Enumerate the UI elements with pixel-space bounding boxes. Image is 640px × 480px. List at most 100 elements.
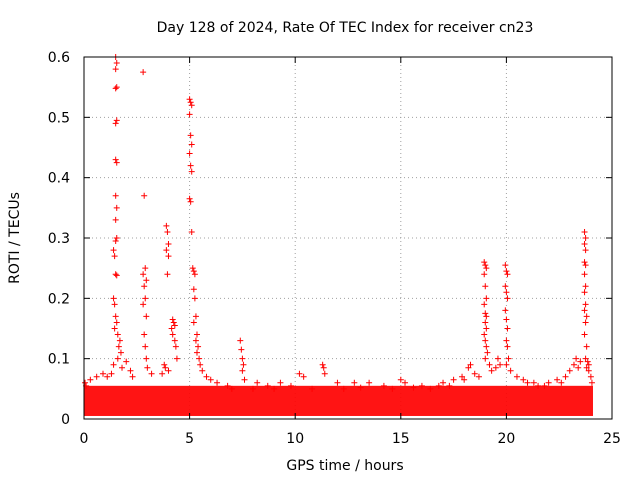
data-point [482, 337, 489, 344]
data-point [582, 235, 589, 241]
data-point [264, 382, 271, 389]
data-point [486, 361, 493, 368]
data-point [192, 337, 199, 344]
baseline-band [84, 385, 593, 416]
data-point [190, 286, 197, 293]
data-point [558, 379, 565, 386]
data-point [112, 66, 119, 73]
data-point [143, 313, 150, 320]
data-point [140, 271, 147, 278]
data-point [581, 241, 588, 248]
data-point [117, 349, 124, 356]
data-point [114, 331, 121, 338]
y-tick-label: 0.1 [48, 352, 70, 368]
data-point [481, 331, 488, 338]
data-point [505, 355, 512, 362]
data-point [541, 382, 548, 389]
data-point [207, 376, 214, 383]
data-point [140, 69, 147, 76]
data-point [300, 373, 307, 380]
data-point [484, 349, 491, 356]
data-point [214, 379, 221, 386]
data-point [169, 331, 176, 338]
data-point [171, 322, 178, 329]
y-axis-title: ROTI / TECUs [7, 192, 23, 284]
data-point [113, 235, 120, 241]
data-point [520, 376, 527, 383]
grid [84, 57, 612, 419]
data-point [170, 319, 177, 326]
data-point [193, 349, 200, 356]
data-point [142, 343, 149, 350]
data-point [535, 382, 542, 389]
data-point [195, 343, 202, 350]
data-point [507, 367, 514, 374]
data-point [481, 259, 488, 266]
data-point [475, 373, 482, 380]
data-point [366, 379, 373, 386]
data-point [116, 337, 123, 344]
ticks [83, 56, 613, 420]
data-point [112, 238, 119, 245]
data-point [581, 307, 588, 314]
data-point [112, 192, 119, 199]
data-point [141, 331, 148, 338]
data-point [504, 295, 511, 302]
data-point [504, 325, 511, 332]
data-point [123, 358, 130, 365]
data-point [190, 268, 197, 275]
y-tick-label: 0.3 [48, 231, 70, 247]
data-point [187, 162, 194, 169]
data-point [254, 379, 261, 386]
data-point [319, 361, 326, 368]
data-point [113, 84, 120, 91]
data-point [446, 382, 453, 389]
data-point [582, 283, 589, 290]
data-point [581, 289, 588, 296]
data-point [450, 376, 457, 383]
data-point [418, 382, 425, 389]
x-tick-label: 10 [286, 431, 304, 447]
data-point [575, 364, 582, 371]
data-point [112, 120, 119, 127]
data-point [119, 364, 126, 371]
data-point [148, 370, 155, 377]
data-point [196, 355, 203, 362]
data-point [573, 355, 580, 362]
data-point [143, 277, 150, 284]
data-point [113, 319, 120, 326]
data-point [483, 313, 490, 320]
data-point [483, 325, 490, 332]
data-point [582, 247, 589, 254]
data-point [113, 60, 120, 67]
data-point [113, 117, 120, 124]
x-axis-title: GPS time / hours [286, 458, 403, 474]
data-point [165, 241, 172, 248]
data-point [582, 262, 589, 269]
data-point [503, 268, 510, 275]
data-point [100, 370, 107, 377]
data-point [110, 247, 117, 254]
data-point [140, 301, 147, 308]
data-point [111, 253, 118, 260]
x-tick-label: 5 [185, 431, 194, 447]
data-point [482, 310, 489, 317]
data-point [142, 295, 149, 302]
data-point [296, 370, 303, 377]
data-point [334, 379, 341, 386]
data-point [203, 373, 210, 380]
data-point [587, 373, 594, 380]
data-point [585, 361, 592, 368]
x-tick-label: 20 [497, 431, 515, 447]
data-point [440, 379, 447, 386]
data-point [570, 361, 577, 368]
data-point [161, 361, 168, 368]
data-point [585, 367, 592, 374]
data-point [165, 253, 172, 260]
data-point [108, 370, 115, 377]
data-point [504, 343, 511, 350]
data-point [584, 358, 591, 365]
data-point [113, 272, 120, 279]
data-point [503, 289, 510, 296]
data-point [164, 271, 171, 278]
